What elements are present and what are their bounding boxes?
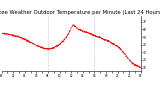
Title: Milwaukee Weather Outdoor Temperature per Minute (Last 24 Hours): Milwaukee Weather Outdoor Temperature pe… <box>0 10 160 15</box>
